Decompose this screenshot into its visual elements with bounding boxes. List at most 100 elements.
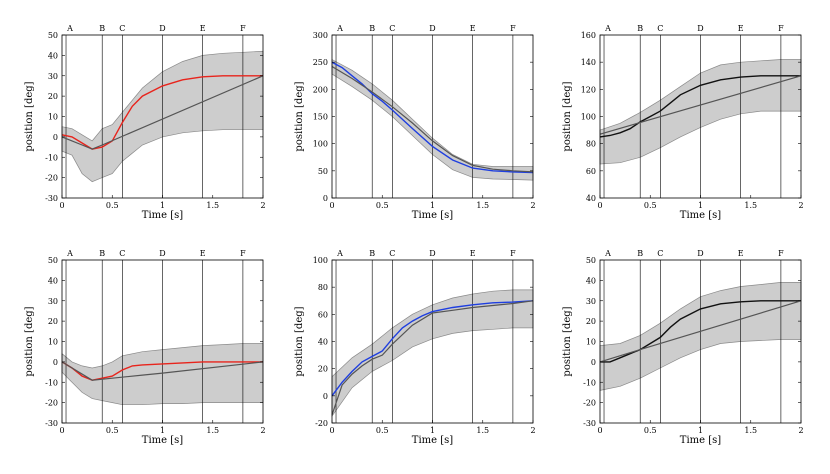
- y-tick-label: -10: [583, 378, 596, 387]
- event-label-E: E: [470, 249, 476, 258]
- x-tick-label: 0.5: [376, 201, 389, 210]
- x-tick-label: 0: [59, 426, 64, 435]
- x-axis-label: Time [s]: [412, 210, 453, 221]
- y-tick-label: -10: [45, 153, 58, 162]
- x-tick-label: 1: [430, 426, 435, 435]
- series-line-measured: [331, 61, 534, 174]
- x-axis-label: Time [s]: [680, 210, 721, 221]
- event-label-D: D: [429, 24, 435, 33]
- series-line-measured: [600, 300, 801, 363]
- y-tick-label: 20: [48, 92, 58, 101]
- event-label-C: C: [119, 249, 125, 258]
- y-tick-label: -20: [315, 419, 328, 428]
- series-line-reference: [331, 65, 534, 173]
- chart-panel-1: A B C D E F -30 -20 -10 0 10 20 30 40 50 0 0.5 1 1.5 2 Time …: [24, 24, 266, 221]
- y-tick-label: -30: [45, 194, 58, 203]
- y-tick-label: 160: [581, 31, 596, 40]
- x-axis-label: Time [s]: [142, 210, 183, 221]
- y-tick-label: 50: [48, 31, 58, 40]
- chart-panel-2: A B C D E F 0 50 100 150 200 250 300 0 0.5 1 1.5 2 Time [s…: [294, 24, 536, 221]
- x-tick-label: 0: [597, 201, 602, 210]
- x-tick-label: 0.5: [106, 201, 119, 210]
- x-tick-label: 1: [160, 426, 165, 435]
- y-tick-label: 150: [313, 113, 328, 122]
- y-tick-label: -20: [45, 399, 58, 408]
- event-label-B: B: [369, 24, 375, 33]
- event-label-A: A: [336, 249, 343, 258]
- y-axis-label: position [deg]: [562, 306, 573, 376]
- x-tick-label: 0: [329, 201, 334, 210]
- event-label-D: D: [429, 249, 435, 258]
- x-tick-label: 0: [329, 426, 334, 435]
- y-tick-label: 30: [586, 297, 596, 306]
- event-label-D: D: [697, 249, 703, 258]
- x-tick-label: 2: [530, 201, 535, 210]
- y-tick-label: 20: [48, 317, 58, 326]
- chart-panel-6: A B C D E F -30 -20 -10 0 10 20 30 40 50 0 0.5 1 1.5 2 Time …: [562, 249, 804, 446]
- y-tick-label: 40: [48, 51, 58, 60]
- x-tick-label: 0.5: [106, 426, 119, 435]
- event-label-F: F: [510, 24, 516, 33]
- event-label-F: F: [510, 249, 516, 258]
- y-tick-label: -20: [45, 174, 58, 183]
- y-tick-label: 100: [313, 140, 328, 149]
- x-tick-label: 0.5: [644, 426, 657, 435]
- y-tick-label: -20: [583, 399, 596, 408]
- y-tick-label: 250: [313, 58, 328, 67]
- y-axis-label: position [deg]: [294, 81, 305, 151]
- event-label-C: C: [657, 249, 663, 258]
- y-tick-label: 20: [318, 365, 328, 374]
- series-line-measured: [599, 75, 801, 138]
- event-label-A: A: [604, 249, 611, 258]
- y-tick-label: 30: [48, 297, 58, 306]
- x-tick-label: 2: [530, 426, 535, 435]
- x-tick-label: 0.5: [376, 426, 389, 435]
- event-label-F: F: [778, 249, 784, 258]
- event-label-C: C: [119, 24, 125, 33]
- y-tick-label: 120: [581, 85, 596, 94]
- x-tick-label: 0: [597, 426, 602, 435]
- y-tick-label: 300: [313, 31, 328, 40]
- chart-panel-4: A B C D E F -30 -20 -10 0 10 20 30 40 50 0 0.5 1 1.5 2 Time …: [24, 249, 266, 446]
- event-label-B: B: [369, 249, 375, 258]
- series-line-reference: [61, 361, 264, 381]
- x-tick-label: 1: [698, 426, 703, 435]
- x-tick-label: 1: [160, 201, 165, 210]
- y-axis-label: position [deg]: [562, 81, 573, 151]
- event-label-E: E: [200, 249, 206, 258]
- y-tick-label: 0: [323, 194, 328, 203]
- y-tick-label: 80: [586, 140, 596, 149]
- x-tick-label: 2: [798, 426, 803, 435]
- y-axis-label: position [deg]: [294, 306, 305, 376]
- x-tick-label: 2: [260, 426, 265, 435]
- y-axis-label: position [deg]: [24, 81, 35, 151]
- x-axis-label: Time [s]: [412, 435, 453, 446]
- event-label-A: A: [66, 24, 73, 33]
- x-axis-label: Time [s]: [142, 435, 183, 446]
- event-label-A: A: [336, 24, 343, 33]
- y-tick-label: 60: [318, 310, 328, 319]
- x-tick-label: 1: [698, 201, 703, 210]
- y-tick-label: 60: [586, 167, 596, 176]
- event-label-D: D: [159, 249, 165, 258]
- event-label-C: C: [389, 24, 395, 33]
- y-tick-label: 10: [48, 338, 58, 347]
- x-tick-label: 1.5: [476, 426, 489, 435]
- y-tick-label: 140: [581, 58, 596, 67]
- event-label-B: B: [637, 249, 643, 258]
- y-axis-label: position [deg]: [24, 306, 35, 376]
- y-tick-label: 0: [53, 133, 58, 142]
- y-tick-label: 0: [591, 358, 596, 367]
- y-tick-label: -30: [45, 419, 58, 428]
- event-label-C: C: [389, 249, 395, 258]
- y-tick-label: 100: [581, 113, 596, 122]
- y-tick-label: 40: [48, 276, 58, 285]
- event-label-E: E: [738, 24, 744, 33]
- x-tick-label: 0.5: [644, 201, 657, 210]
- series-line-reference: [61, 75, 264, 150]
- event-label-F: F: [240, 249, 246, 258]
- event-label-F: F: [240, 24, 246, 33]
- x-axis-label: Time [s]: [680, 435, 721, 446]
- x-tick-label: 2: [798, 201, 803, 210]
- event-label-E: E: [470, 24, 476, 33]
